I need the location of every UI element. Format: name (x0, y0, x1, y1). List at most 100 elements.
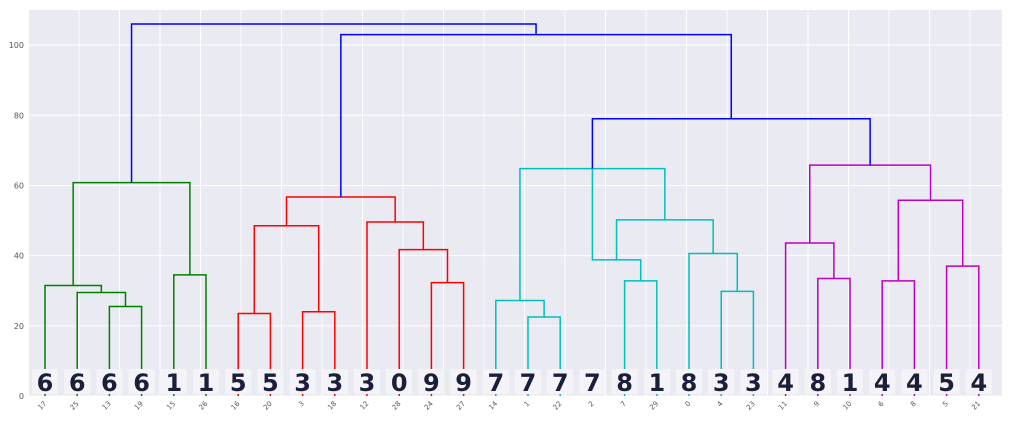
leaf-digit-image: 0 (391, 369, 408, 397)
dendrogram-link (495, 299, 545, 396)
dendrogram-link (130, 23, 537, 183)
leaf-digit-box (289, 369, 316, 394)
dendrogram-link (623, 280, 658, 396)
leaf-digit-image: 1 (842, 369, 859, 397)
dendrogram-link (881, 280, 916, 396)
leaf-digit-image: 4 (906, 369, 923, 397)
leaf-digit-box (418, 369, 445, 394)
leaf-digit-image: 9 (423, 369, 440, 397)
leaf-digit-box (321, 369, 348, 394)
leaf-label: 26 (197, 399, 209, 411)
leaf-digit-box (804, 369, 831, 394)
leaf-digit-image: 3 (745, 369, 762, 397)
leaf-digit-box (708, 369, 735, 394)
leaf-label: 4 (716, 399, 725, 408)
leaf-digit-box (643, 369, 670, 394)
leaf-label: 20 (262, 400, 274, 412)
leaf-label: 22 (552, 400, 564, 412)
leaf-digit-box (676, 369, 702, 394)
leaf-digit-image: 6 (101, 369, 118, 397)
leaf-digit-image: 6 (37, 369, 54, 397)
leaf-digit-box (547, 369, 574, 394)
dendrogram-link (688, 252, 739, 396)
leaf-digit-image: 4 (777, 369, 794, 397)
leaf-labels: 17 25 13 19 15 26 16 20 3 18 12 28 24 27 14 1 22 2 7 29 0 4 23… (36, 399, 982, 411)
y-tick-label: 100 (9, 41, 24, 50)
leaf-digit-image: 9 (455, 369, 472, 397)
leaf-digit-image: 8 (616, 369, 633, 397)
leaf-digit-image: 5 (938, 369, 955, 397)
leaf-digit-box (257, 369, 284, 394)
leaf-label: 25 (69, 400, 81, 412)
leaf-label: 18 (326, 400, 338, 412)
leaf-label: 23 (745, 400, 757, 412)
dendrogram-link (44, 284, 103, 396)
plot-background (29, 10, 1002, 396)
leaf-label: 9 (812, 400, 821, 409)
leaf-digit-box (515, 369, 541, 394)
leaf-digit-box (450, 369, 477, 394)
leaf-digit-box (354, 369, 380, 394)
leaf-label: 10 (841, 400, 853, 412)
leaf-digit-image: 3 (326, 369, 343, 397)
leaf-label: 0 (684, 400, 693, 409)
leaf-digit-box (933, 369, 960, 394)
leaf-digit-image: 3 (294, 369, 311, 397)
leaf-digit-box (225, 369, 252, 394)
leaf-label: 5 (941, 400, 950, 409)
leaf-label: 28 (391, 400, 403, 412)
leaf-label: 6 (877, 399, 886, 408)
dendrogram-link (76, 291, 127, 396)
leaf-digit-box (869, 369, 896, 394)
leaf-digit-box (901, 369, 928, 394)
leaf-digit-box (772, 369, 799, 394)
leaf-digit-image: 1 (648, 369, 665, 397)
dendrogram-link (809, 164, 932, 244)
leaf-label: 15 (165, 400, 177, 412)
leaf-label: 21 (970, 400, 982, 412)
leaf-digit-box (193, 369, 219, 394)
leaf-label: 8 (909, 400, 918, 409)
leaf-label: 13 (101, 400, 113, 412)
dendrogram-link (591, 118, 871, 169)
leaf-digit-image: 3 (713, 369, 730, 397)
leaf-label: 24 (423, 399, 435, 411)
leaf-label: 1 (523, 400, 532, 409)
leaf-label: 7 (619, 400, 628, 409)
leaf-digit-image: 4 (970, 369, 987, 397)
leaf-digit-image: 5 (262, 369, 279, 397)
y-tick-label: 80 (14, 111, 24, 120)
leaf-digit-box (128, 369, 155, 394)
dendrogram-link (945, 265, 980, 396)
leaf-digit-image: 6 (133, 369, 150, 397)
leaf-digit-box (837, 369, 863, 394)
leaf-digit-image: 1 (165, 369, 182, 397)
leaf-digit-image: 1 (198, 369, 215, 397)
y-axis-ticks: 0 20 40 60 80 100 (9, 41, 24, 401)
leaf-digit-image: 3 (359, 369, 376, 397)
leaf-label: 12 (358, 400, 370, 412)
leaf-digit-image: 8 (809, 369, 826, 397)
leaf-digit-image: 5 (230, 369, 247, 397)
leaf-label: 29 (648, 400, 660, 412)
leaf-label: 14 (487, 399, 499, 411)
dendrogram-link (784, 242, 835, 396)
leaf-digit-image: 7 (584, 369, 601, 397)
leaf-digit-image: 7 (552, 369, 569, 397)
leaf-digit-image: 7 (520, 369, 537, 397)
leaf-label: 11 (777, 400, 789, 412)
dendrogram-link (398, 248, 449, 396)
leaf-digit-box (611, 369, 638, 394)
leaf-digit-box (579, 369, 606, 394)
leaf-digit-box (386, 369, 413, 394)
dendrogram-links (44, 23, 980, 396)
leaf-digit-box (160, 369, 187, 394)
leaf-label: 19 (133, 400, 145, 412)
dendrogram-link (301, 311, 336, 396)
leaf-digit-box (32, 369, 58, 394)
leaf-label: 3 (297, 400, 306, 409)
leaf-label: 2 (587, 400, 596, 409)
dendrogram-link (897, 199, 964, 281)
dendrogram-link (285, 196, 396, 226)
